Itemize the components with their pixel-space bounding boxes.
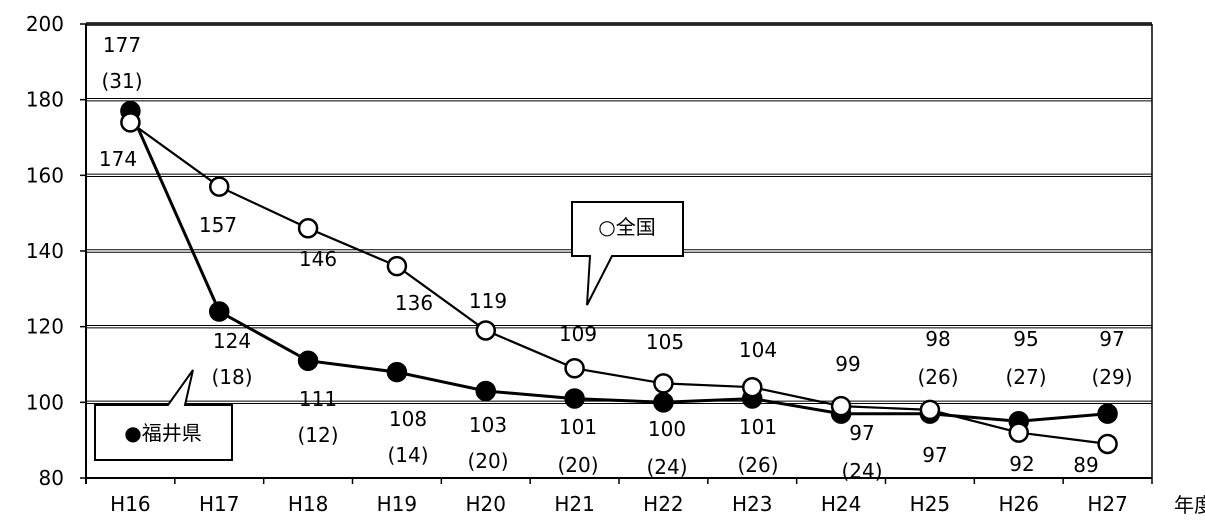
fukui-callout-label: ●福井県 [124,421,201,445]
series-lines [129,110,1108,445]
x-tick-label: H27 [1087,492,1128,516]
fukui-series-line [129,110,1108,423]
fukui-point [653,392,674,413]
fukui-data-label: 124 [213,329,251,353]
fukui-count-label: (20) [467,449,508,473]
national-point [297,218,319,239]
series-points [120,100,1118,455]
national-data-label: 104 [739,338,777,362]
fukui-data-label: 98 [925,327,950,351]
x-tick-label: H18 [288,492,329,516]
fukui-data-label: 100 [648,417,686,441]
fukui-data-label: 108 [389,407,427,431]
national-data-label: 109 [559,322,597,346]
x-tick-label: H26 [999,492,1040,516]
fukui-data-label: 101 [559,415,597,439]
fukui-data-label: 101 [739,415,777,439]
fukui-point [475,380,496,402]
fukui-data-label: 103 [469,413,507,437]
national-point [386,255,408,277]
fukui-count-label: (31) [101,69,142,93]
national-data-label: 146 [299,247,337,271]
national-point [919,399,941,421]
national-data-label: 97 [922,443,947,467]
fukui-count-label: (18) [211,365,252,389]
national-data-label: 157 [199,213,237,237]
fukui-count-label: (24) [841,459,882,483]
x-tick-label: H24 [821,492,862,516]
y-tick-label: 180 [26,88,64,112]
fukui-point [1097,403,1118,424]
fukui-count-label: (20) [557,453,598,477]
y-tick-label: 80 [39,466,64,490]
y-tick-label: 140 [26,239,64,263]
fukui-data-label: 97 [1099,327,1124,351]
national-callout-box [571,201,684,306]
national-point [653,373,674,394]
national-point [1097,433,1118,455]
fukui-point [297,350,319,371]
x-tick-label: H23 [732,492,773,516]
x-tick-label: H19 [377,492,418,516]
national-data-label: 136 [395,291,433,315]
fukui-data-label: 177 [103,33,141,57]
fukui-count-label: (24) [646,455,687,479]
fukui-point [209,301,230,322]
national-point [1008,422,1029,443]
national-series-line [129,121,1108,445]
national-data-label: 89 [1073,453,1098,477]
y-tick-label: 120 [26,315,64,339]
national-callout-label: ○全国 [598,215,655,239]
x-axis-label: 年度 [1174,493,1205,517]
national-point [475,320,496,341]
national-point [742,376,763,398]
y-tick-label: 100 [26,390,64,414]
fukui-data-label: 97 [849,421,874,445]
x-tick-label: H20 [466,492,507,516]
fukui-data-label: 111 [299,387,337,411]
x-axis-ticks: H16 H17 H18 H19 H20 H21 H22 H23 H24 H25 H26 H27 [85,478,1153,516]
fukui-count-label: (14) [387,443,428,467]
legend-callouts: ○全国 ●福井県 [94,201,684,461]
national-data-label: 105 [646,330,684,354]
fukui-count-label: (26) [737,453,778,477]
national-data-label: 174 [99,147,137,171]
y-tick-label: 160 [26,163,64,187]
national-point [120,112,141,133]
x-tick-label: H25 [910,492,951,516]
national-data-label: 99 [835,352,860,376]
national-point [564,358,585,379]
national-point [209,176,230,197]
data-labels: 174 157 146 136 119 109 105 104 99 97 92 89 177 124 11… [99,33,1133,483]
national-data-label: 119 [469,289,507,313]
fukui-count-label: (26) [917,365,958,389]
fukui-data-label: 95 [1013,327,1038,351]
fukui-count-label: (27) [1005,365,1046,389]
fukui-point [564,388,585,409]
x-tick-label: H21 [554,492,595,516]
fukui-count-label: (12) [297,423,338,447]
fukui-count-label: (29) [1091,365,1132,389]
y-axis-ticks: 80 100 120 140 160 180 200 [26,12,86,490]
x-tick-label: H17 [199,492,240,516]
national-point [830,395,852,417]
y-tick-label: 200 [26,12,64,36]
fukui-callout-box [94,369,233,461]
national-data-label: 92 [1009,452,1034,476]
x-tick-label: H16 [110,492,151,516]
fukui-point [386,361,408,383]
x-tick-label: H22 [643,492,684,516]
